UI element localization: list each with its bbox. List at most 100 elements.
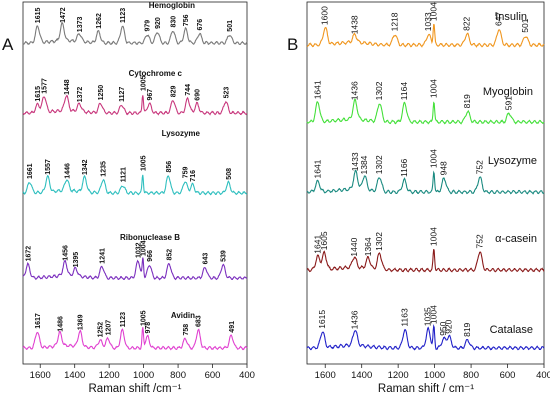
panel-b-peak-label-insulin-1033: 1033 bbox=[423, 12, 433, 31]
panel-a-peak-label-cytochrome-c-1005: 1005 bbox=[140, 75, 147, 91]
panel-a-x-tick-label-400: 400 bbox=[239, 370, 255, 381]
panel-a-x-tick-label-600: 600 bbox=[205, 370, 221, 381]
panel-b-peak-label-casein-1004: 1004 bbox=[428, 227, 438, 246]
panel-b-peak-label-insulin-822: 822 bbox=[462, 16, 472, 30]
panel-a-peak-label-cytochrome-c-523: 523 bbox=[223, 87, 230, 99]
panel-a-peak-label-ribonuclease-b-1456: 1456 bbox=[63, 245, 70, 261]
panel-b-frame bbox=[306, 1, 545, 365]
panel-a-peak-label-lysozyme-1121: 1121 bbox=[120, 167, 127, 182]
panel-b-peak-label-casein-752: 752 bbox=[474, 234, 484, 248]
panel-a-peak-label-avidin-1005: 1005 bbox=[140, 310, 147, 326]
panel-b-series-label-myoglobin: Myoglobin bbox=[483, 86, 533, 98]
panel-a-peak-label-avidin-1123: 1123 bbox=[120, 312, 127, 327]
panel-b-peak-label-catalase-920: 920 bbox=[444, 319, 454, 333]
panel-a-x-tick-label-800: 800 bbox=[170, 370, 186, 381]
panel-a-peak-label-lysozyme-1342: 1342 bbox=[82, 159, 89, 175]
panel-a-series-hemoglobin bbox=[22, 22, 248, 46]
panel-b-peak-label-insulin-1218: 1218 bbox=[389, 12, 399, 31]
panel-a-peak-label-ribonuclease-b-1032: 1032 bbox=[136, 242, 143, 258]
panel-b-x-axis-label: Raman shift / cm⁻¹ bbox=[378, 383, 474, 395]
panel-b-letter: B bbox=[287, 35, 298, 54]
panel-b-peak-label-casein-1605: 1605 bbox=[319, 231, 329, 250]
panel-a-peak-label-lysozyme-1446: 1446 bbox=[64, 163, 71, 179]
panel-b-peak-label-lysozyme-1641: 1641 bbox=[312, 159, 322, 178]
panel-b-series-catalase bbox=[306, 324, 545, 351]
panel-a-peak-label-avidin-491: 491 bbox=[229, 321, 236, 333]
panel-a-peak-label-ribonuclease-b-539: 539 bbox=[221, 250, 228, 262]
panel-b-peak-label-myoglobin-1641: 1641 bbox=[312, 80, 322, 99]
panel-a-peak-label-avidin-1486: 1486 bbox=[57, 316, 64, 332]
panel-b-x-tick-label-1600: 1600 bbox=[315, 370, 336, 381]
panel-b-peak-label-myoglobin-1302: 1302 bbox=[374, 81, 384, 100]
panel-b-peak-label-catalase-1615: 1615 bbox=[317, 310, 327, 329]
panel-b-series-insulin bbox=[306, 23, 545, 48]
panel-b-peak-label-myoglobin-819: 819 bbox=[462, 94, 472, 108]
panel-a-peak-label-avidin-758: 758 bbox=[183, 324, 190, 336]
panel-a-peak-label-ribonuclease-b-1241: 1241 bbox=[100, 248, 107, 264]
panel-a-peak-label-lysozyme-1005: 1005 bbox=[140, 155, 147, 171]
panel-a-peak-label-hemoglobin-676: 676 bbox=[197, 19, 204, 31]
panel-a-peak-label-hemoglobin-1615: 1615 bbox=[35, 8, 42, 24]
panel-a-peak-label-lysozyme-716: 716 bbox=[190, 170, 197, 182]
panel-b-peak-label-insulin-647: 647 bbox=[494, 12, 504, 26]
panel-a-peak-label-ribonuclease-b-1395: 1395 bbox=[73, 252, 80, 268]
panel-a-peak-label-hemoglobin-501: 501 bbox=[227, 20, 234, 32]
panel-b-peak-label-insulin-1438: 1438 bbox=[349, 15, 359, 34]
panel-a-peak-label-ribonuclease-b-1672: 1672 bbox=[25, 246, 32, 262]
panel-b-peak-label-casein-1302: 1302 bbox=[374, 232, 384, 251]
panel-b-x-tick-label-600: 600 bbox=[500, 370, 516, 381]
panel-a-peak-label-hemoglobin-830: 830 bbox=[170, 16, 177, 28]
panel-a-peak-label-ribonuclease-b-852: 852 bbox=[167, 249, 174, 261]
panel-b-x-tick-label-800: 800 bbox=[463, 370, 479, 381]
panel-a: A Raman shift /cm⁻¹ 1600 1400 1200 1000 800 6… bbox=[2, 1, 255, 395]
panel-a-series-avidin bbox=[22, 327, 248, 351]
panel-a-series-cytochrome-c bbox=[22, 94, 248, 116]
panel-a-series-label-cytochrome-c: Cytochrome c bbox=[129, 69, 183, 78]
panel-a-series-label-avidin: Avidin bbox=[171, 311, 195, 320]
panel-a-peak-label-hemoglobin-1373: 1373 bbox=[77, 17, 84, 33]
panel-a-peak-label-hemoglobin-920: 920 bbox=[155, 17, 162, 29]
panel-b-series-label-lysozyme: Lysozyme bbox=[488, 155, 537, 167]
panel-a-peak-label-lysozyme-508: 508 bbox=[226, 168, 233, 180]
panel-a-x-tick-label-1600: 1600 bbox=[30, 370, 51, 381]
panel-b-x-tick-label-1000: 1000 bbox=[424, 370, 445, 381]
panel-b-peak-label-catalase-1436: 1436 bbox=[350, 310, 360, 329]
panel-b-peak-label-catalase-1163: 1163 bbox=[399, 308, 409, 327]
panel-a-peak-label-hemoglobin-1123: 1123 bbox=[120, 8, 127, 23]
panel-a-peak-label-hemoglobin-1472: 1472 bbox=[60, 7, 67, 23]
panel-a-series-label-lysozyme: Lysozyme bbox=[162, 129, 201, 138]
panel-b-x-tick-label-1200: 1200 bbox=[388, 370, 409, 381]
panel-a-peak-label-avidin-683: 683 bbox=[196, 315, 203, 327]
panel-b-peak-label-lysozyme-1384: 1384 bbox=[359, 155, 369, 174]
panel-a-peak-label-ribonuclease-b-966: 966 bbox=[147, 250, 154, 262]
panel-b-peak-label-myoglobin-1164: 1164 bbox=[399, 82, 409, 101]
panel-b-peak-label-lysozyme-1433: 1433 bbox=[350, 152, 360, 171]
panel-b-peak-label-catalase-1004: 1004 bbox=[428, 305, 438, 324]
panel-a-peak-label-avidin-1207: 1207 bbox=[105, 320, 112, 336]
panel-a-peak-label-cytochrome-c-1372: 1372 bbox=[77, 87, 84, 103]
panel-b-peak-label-lysozyme-948: 948 bbox=[439, 161, 449, 175]
panel-a-series-label-ribonuclease-b: Ribonuclease B bbox=[120, 233, 180, 242]
panel-b-peak-label-insulin-1004: 1004 bbox=[428, 2, 438, 21]
panel-a-peak-label-cytochrome-c-1250: 1250 bbox=[98, 85, 105, 101]
panel-b-peak-label-casein-1440: 1440 bbox=[349, 237, 359, 256]
panel-b-series-label-casein: α-casein bbox=[495, 233, 537, 245]
panel-b-peak-label-myoglobin-1436: 1436 bbox=[350, 81, 360, 100]
panel-a-peak-label-lysozyme-1557: 1557 bbox=[45, 159, 52, 175]
panel-b-peak-label-insulin-501: 501 bbox=[520, 18, 530, 32]
panel-b-peak-label-casein-1364: 1364 bbox=[363, 237, 373, 256]
panel-b-peak-label-insulin-1600: 1600 bbox=[320, 6, 330, 25]
panel-a-peak-label-cytochrome-c-1448: 1448 bbox=[64, 79, 71, 95]
panel-a-peak-label-avidin-978: 978 bbox=[145, 322, 152, 334]
panel-a-letter: A bbox=[2, 35, 14, 54]
panel-b-peak-label-catalase-819: 819 bbox=[462, 322, 472, 336]
panel-a-peak-label-avidin-1369: 1369 bbox=[78, 314, 85, 330]
panel-b-series-label-catalase: Catalase bbox=[490, 324, 533, 336]
panel-a-peak-label-hemoglobin-979: 979 bbox=[145, 20, 152, 32]
panel-b-series-label-insulin: Insulin bbox=[495, 11, 527, 23]
panel-a-peak-label-avidin-1252: 1252 bbox=[98, 322, 105, 338]
panel-a-x-axis-label: Raman shift /cm⁻¹ bbox=[89, 383, 182, 395]
panel-a-series-lysozyme bbox=[22, 174, 248, 196]
panel-b-series-lysozyme bbox=[306, 169, 545, 195]
